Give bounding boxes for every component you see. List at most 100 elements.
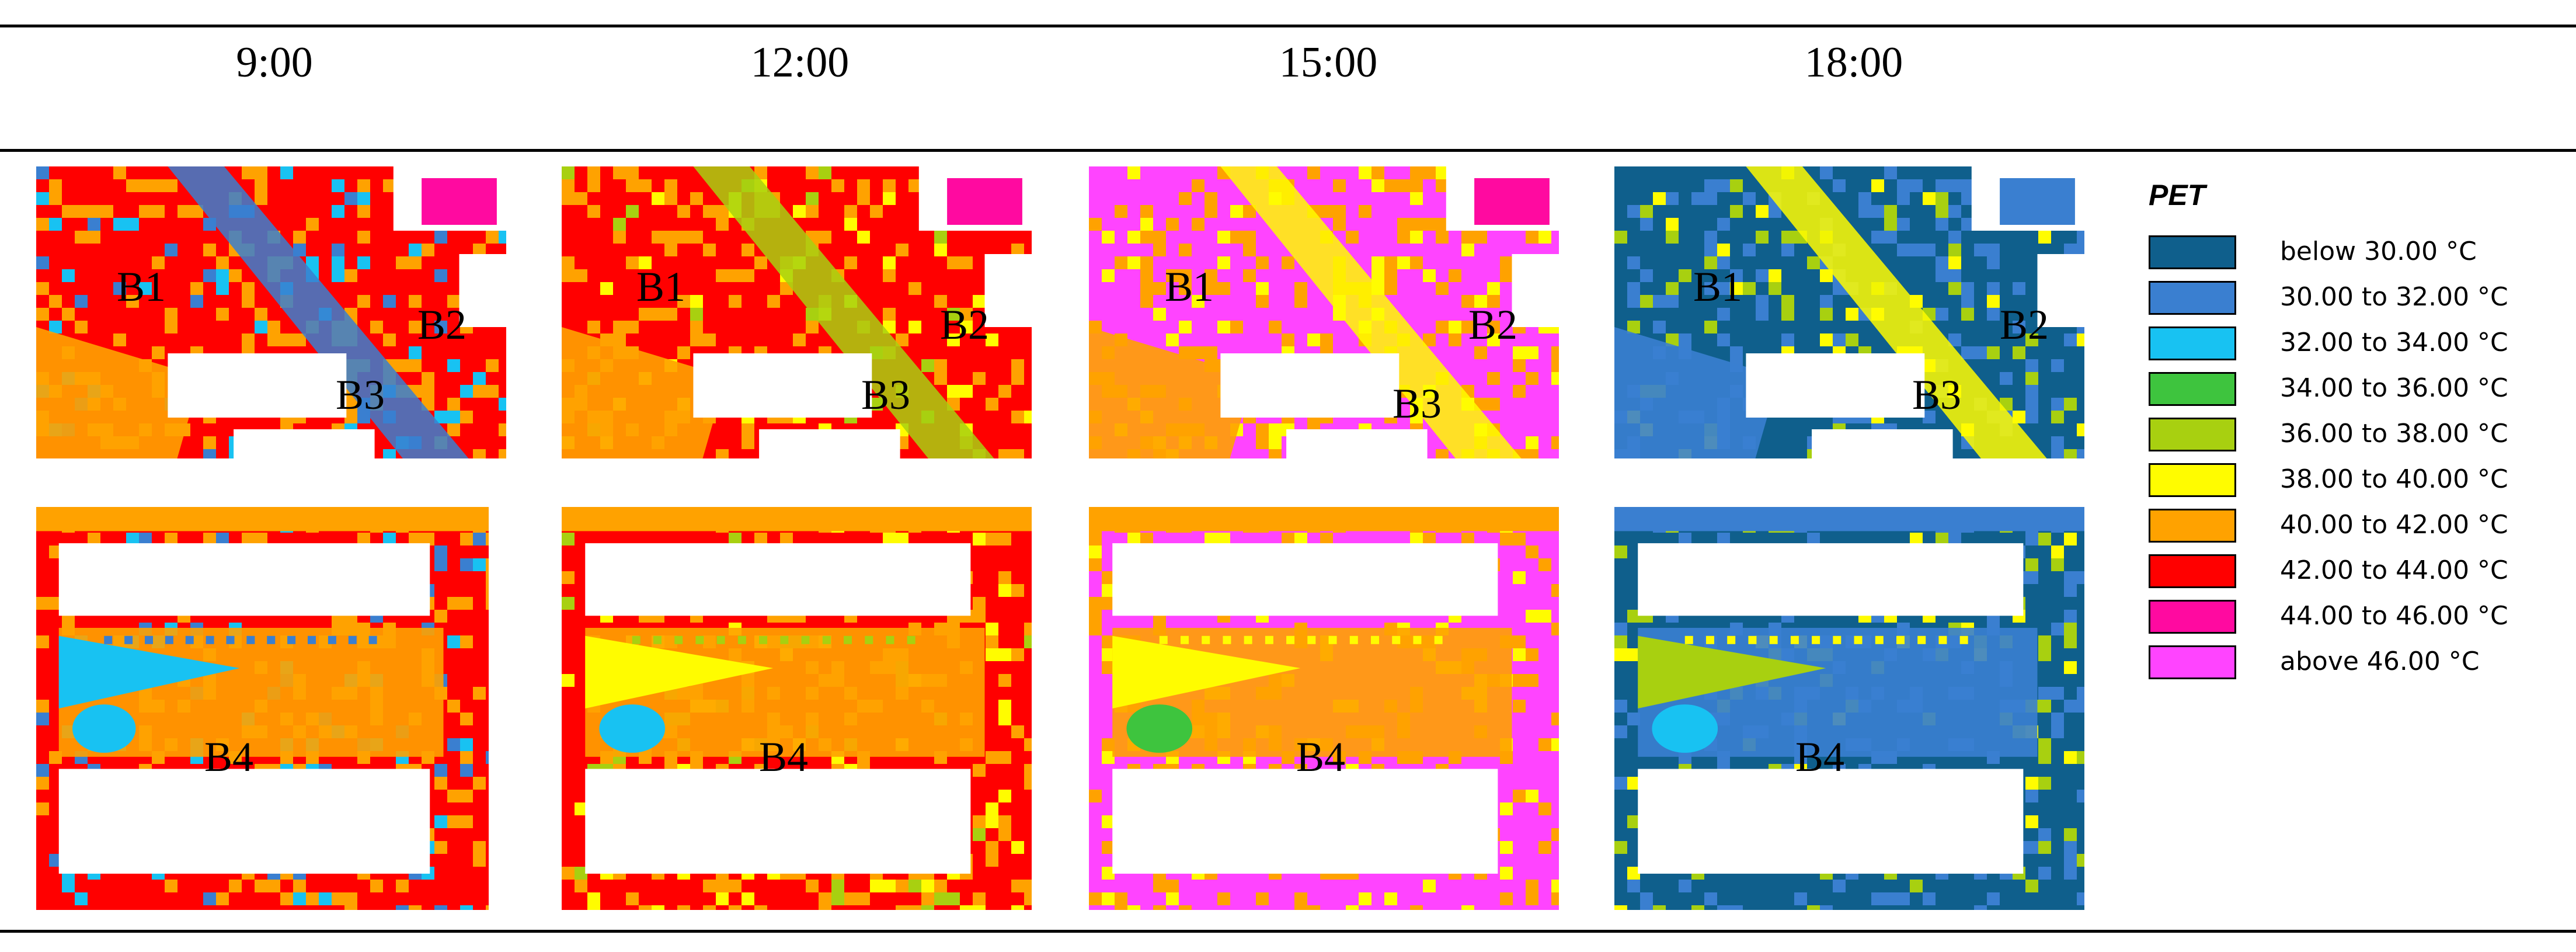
map-cell (1936, 256, 1948, 269)
tree-dot (759, 635, 768, 644)
map-cell (2077, 423, 2084, 436)
map-cell (1961, 282, 1974, 295)
map-cell (293, 231, 306, 244)
map-cell (2064, 700, 2077, 713)
tree-dot (1748, 635, 1757, 644)
map-cell (1640, 269, 1653, 282)
map-cell (1384, 269, 1397, 282)
map-cell (973, 610, 986, 623)
map-cell (1024, 892, 1032, 905)
map-cell (562, 166, 575, 179)
map-cell (2051, 558, 2064, 571)
map-cell (306, 256, 319, 269)
map-cell (473, 777, 486, 790)
map-cell (152, 205, 165, 218)
map-cell (242, 295, 255, 308)
map-cell (1987, 892, 2000, 905)
map-cell (2077, 571, 2084, 584)
map-cell (703, 244, 716, 256)
legend-label: 40.00 to 42.00 °C (2280, 510, 2508, 540)
map-cell (383, 533, 396, 546)
map-cell (716, 218, 729, 231)
map-cell (1102, 867, 1115, 880)
map-cell (1538, 610, 1551, 623)
map-cell (1538, 738, 1551, 751)
map-cell (2000, 372, 2013, 385)
map-cell (447, 295, 460, 308)
map-cell (1614, 546, 1627, 558)
map-cell (357, 179, 370, 192)
shade-wedge (585, 635, 774, 708)
map-cell (973, 815, 986, 828)
map-cell (1513, 648, 1526, 661)
map-cell (1743, 244, 1756, 256)
map-cell (1897, 244, 1910, 256)
map-cell (486, 751, 489, 764)
map-cell (75, 321, 88, 333)
building-void (1638, 769, 2024, 874)
map-cell (1910, 533, 1923, 546)
map-cell (1397, 256, 1410, 269)
map-cell (1230, 321, 1243, 333)
map-cell (613, 166, 626, 179)
map-cell (986, 854, 998, 867)
map-cell (703, 205, 716, 218)
tree-dot (1159, 635, 1168, 644)
map-cell (473, 372, 486, 385)
tree-dot (907, 635, 915, 644)
map-cell (562, 269, 575, 282)
map-cell (1936, 192, 1948, 205)
map-cell (960, 308, 973, 321)
map-cell (1256, 256, 1269, 269)
building-void (58, 543, 430, 616)
map-cell (460, 411, 473, 423)
map-cell (1987, 346, 2000, 359)
map-cell (409, 295, 422, 308)
column-header-1500: 15:00 (1279, 39, 1378, 86)
map-cell (2051, 359, 2064, 372)
map-cell (1730, 179, 1743, 192)
map-cell (113, 282, 126, 295)
map-cell (434, 231, 447, 244)
map-cell (1102, 584, 1115, 597)
bottom-rule (0, 930, 2576, 933)
map-cell (1961, 346, 1974, 359)
map-cell (742, 436, 754, 449)
map-cell (293, 892, 306, 905)
map-cell (499, 398, 506, 411)
map-cell (306, 218, 319, 231)
map-cell (690, 308, 703, 321)
map-cell (460, 558, 473, 571)
map-cell (1704, 231, 1717, 244)
map-cell (1024, 635, 1032, 648)
map-cell (2064, 623, 2077, 635)
map-cell (1730, 905, 1743, 910)
tree-dot (822, 635, 831, 644)
map-cell (1513, 571, 1526, 584)
map-cell (2038, 751, 2051, 764)
map-cell (2051, 623, 2064, 635)
map-cell (1948, 231, 1961, 244)
map-cell (1551, 880, 1559, 892)
map-cell (1166, 218, 1179, 231)
map-cell (600, 282, 613, 295)
map-cell (344, 269, 357, 282)
tree-dot (886, 635, 894, 644)
map-cell (1884, 231, 1897, 244)
map-cell (2038, 738, 2051, 751)
map-cell (742, 892, 754, 905)
map-cell (806, 880, 819, 892)
legend-swatch (2149, 463, 2236, 497)
map-cell (1820, 269, 1833, 282)
map-cell (36, 802, 49, 815)
map-cell (1500, 802, 1513, 815)
map-cell (1500, 867, 1513, 880)
map-cell (1769, 269, 1781, 282)
map-cell (1820, 166, 1833, 179)
map-cell (1115, 892, 1127, 905)
map-cell (255, 179, 267, 192)
map-cell (1820, 295, 1833, 308)
map-cell (165, 179, 177, 192)
tree-dot (206, 635, 214, 644)
legend-items: below 30.00 °C 30.00 to 32.00 °C 32.00 to … (2149, 233, 2508, 689)
